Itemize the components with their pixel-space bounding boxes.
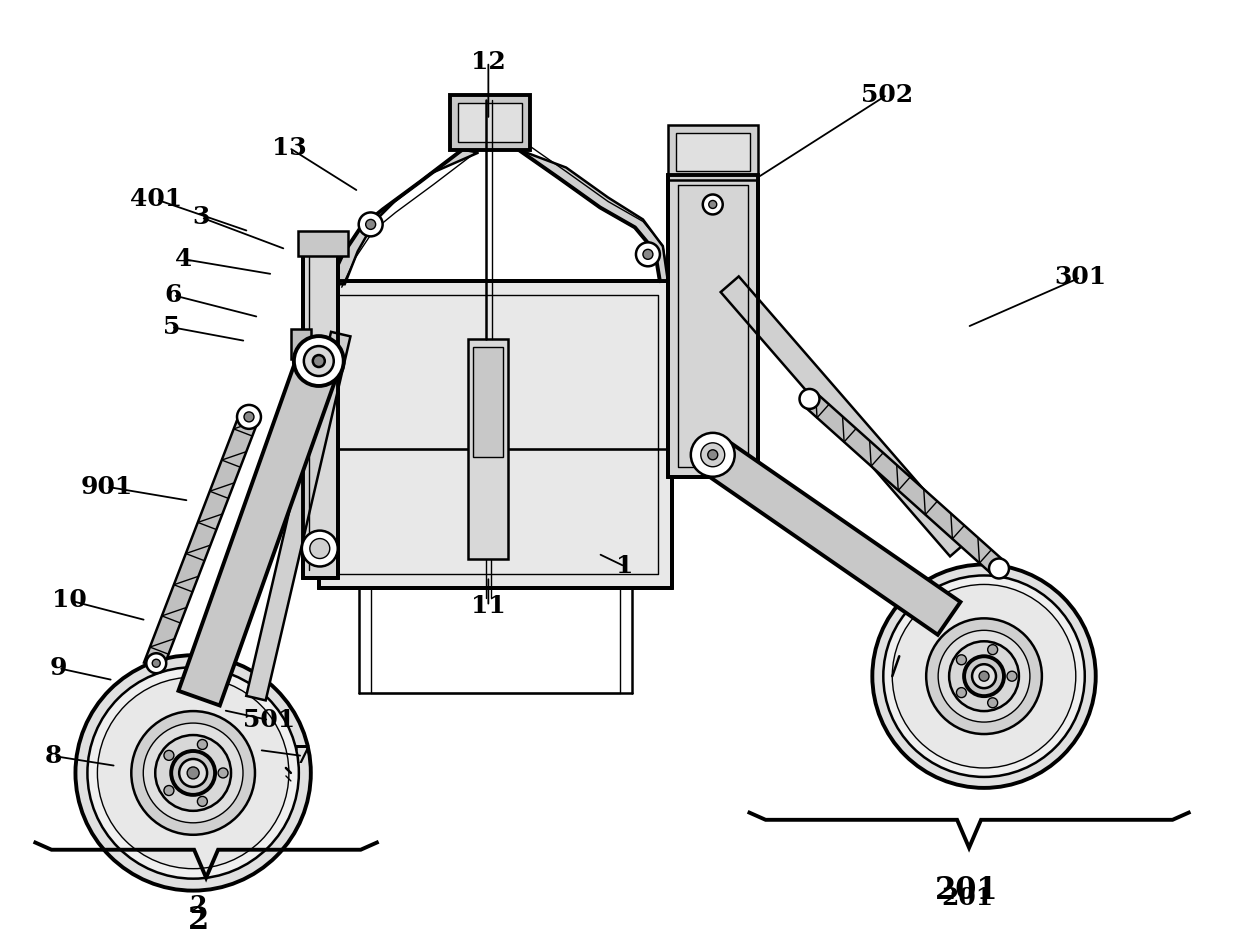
Bar [668,125,758,179]
Circle shape [146,653,166,673]
Circle shape [703,194,723,214]
Text: 201: 201 [941,885,993,910]
Polygon shape [804,393,1004,575]
Polygon shape [144,413,258,670]
Circle shape [926,618,1042,734]
Text: 2: 2 [187,904,208,936]
Circle shape [164,785,174,796]
Circle shape [949,641,1019,711]
Circle shape [237,405,260,429]
Circle shape [179,759,207,787]
Circle shape [164,750,174,760]
Text: 1: 1 [616,554,634,579]
Polygon shape [329,149,479,284]
Circle shape [939,631,1030,722]
Bar [474,347,503,457]
Polygon shape [720,277,968,556]
Circle shape [636,243,660,266]
Text: 8: 8 [45,744,62,768]
Text: 501: 501 [243,708,295,733]
Circle shape [358,212,383,236]
Circle shape [76,655,311,890]
Circle shape [956,687,966,698]
Circle shape [131,711,255,834]
Circle shape [709,200,717,209]
Circle shape [304,346,334,376]
Circle shape [187,767,200,779]
Circle shape [294,336,343,386]
Circle shape [197,797,207,806]
Polygon shape [668,175,758,477]
Circle shape [963,656,1004,696]
Circle shape [87,667,299,879]
Circle shape [872,565,1096,788]
Circle shape [301,531,337,566]
Text: 201: 201 [935,875,999,905]
Circle shape [988,645,998,654]
Text: 6: 6 [165,283,182,307]
Circle shape [893,584,1076,768]
Text: 7: 7 [294,744,311,768]
Circle shape [988,698,998,708]
Circle shape [642,249,653,260]
Circle shape [153,659,160,667]
Circle shape [972,665,996,688]
Circle shape [990,559,1009,579]
Circle shape [244,412,254,422]
Circle shape [691,433,734,477]
Bar [469,339,508,559]
Circle shape [708,449,718,460]
Bar [450,94,531,149]
Polygon shape [702,438,961,634]
Circle shape [366,219,376,229]
Text: 301: 301 [1055,265,1107,289]
Circle shape [310,539,330,559]
Text: 2: 2 [190,894,207,918]
Circle shape [980,671,990,682]
Text: 3: 3 [192,206,210,229]
Circle shape [701,443,724,466]
Text: 9: 9 [50,656,67,681]
Polygon shape [303,249,337,579]
Text: 12: 12 [471,50,506,74]
Circle shape [312,355,325,367]
Circle shape [1007,671,1017,682]
Text: 901: 901 [81,475,133,498]
Circle shape [800,389,820,409]
Circle shape [155,735,231,811]
Text: 4: 4 [176,247,193,271]
Text: 10: 10 [52,588,87,613]
Bar [291,329,311,359]
Bar [459,103,522,142]
Text: 11: 11 [471,595,506,618]
Text: 401: 401 [130,188,182,211]
Text: 13: 13 [272,136,306,160]
Bar [676,133,750,171]
Text: 5: 5 [162,315,180,339]
Circle shape [883,576,1085,777]
Polygon shape [247,332,351,700]
Polygon shape [319,281,672,588]
Circle shape [956,655,966,665]
Polygon shape [518,149,668,281]
Circle shape [98,677,289,868]
Text: 502: 502 [862,83,914,107]
Circle shape [218,768,228,778]
Bar [298,231,347,257]
Circle shape [144,723,243,823]
Circle shape [171,751,215,795]
Circle shape [197,739,207,750]
Polygon shape [179,354,340,705]
